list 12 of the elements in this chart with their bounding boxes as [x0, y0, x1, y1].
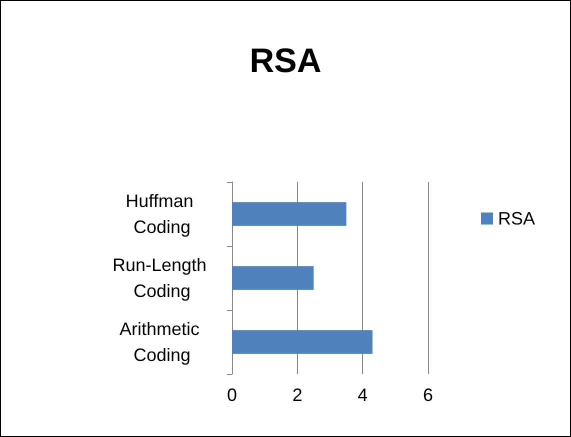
chart-title: RSA [250, 42, 322, 80]
legend-label: RSA [498, 208, 536, 228]
x-tick-label: 2 [292, 385, 302, 405]
bar [232, 330, 372, 354]
x-tick-label: 0 [226, 385, 238, 405]
y-tick-label: Run-Length Coding [112, 255, 212, 301]
x-tick-label: 6 [422, 385, 434, 405]
y-tick-label: Huffman Coding [126, 191, 198, 237]
x-tick-label: 4 [358, 385, 368, 405]
bar [232, 202, 346, 226]
bar [232, 266, 314, 290]
y-tick-label: Arithmetic Coding [119, 319, 205, 365]
